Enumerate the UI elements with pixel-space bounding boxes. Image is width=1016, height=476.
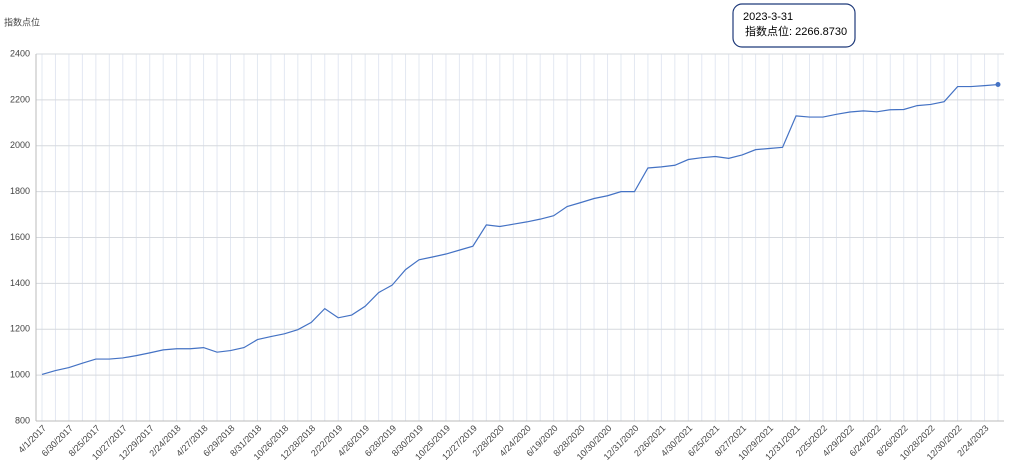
highlight-point [995, 82, 1001, 88]
y-tick-label: 2400 [10, 48, 30, 58]
y-tick-label: 2000 [10, 140, 30, 150]
y-tick-label: 1600 [10, 232, 30, 242]
y-tick-label: 1400 [10, 278, 30, 288]
y-tick-label: 1200 [10, 324, 30, 334]
line [41, 83, 999, 376]
y-tick-label: 800 [15, 415, 30, 425]
tooltip: 2023-3-31 指数点位: 2266.8730 [732, 3, 856, 48]
tooltip-box [732, 3, 856, 48]
y-tick-label: 1800 [10, 186, 30, 196]
y-axis-label: 指数点位 [4, 16, 40, 27]
y-tick-label: 1000 [10, 370, 30, 380]
y-tick-label: 2200 [10, 94, 30, 104]
tooltip-date: 2023-3-31 [743, 11, 793, 23]
tooltip-value: 指数点位: 2266.8730 [745, 24, 847, 38]
